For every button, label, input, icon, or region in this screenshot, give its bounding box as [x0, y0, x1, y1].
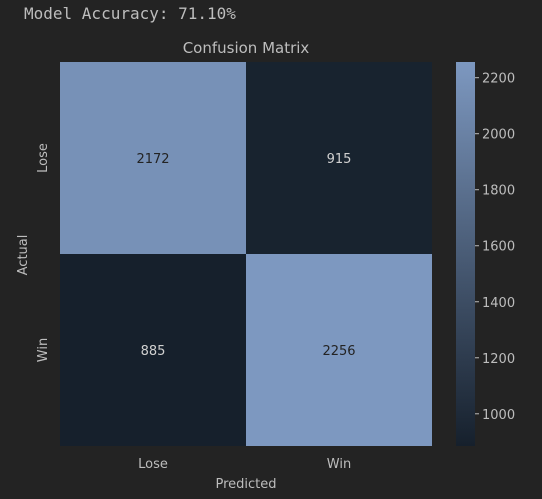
- colorbar-tick-label: 1200: [482, 352, 515, 367]
- heatmap-cell: [246, 254, 432, 446]
- y-tick-label: Lose: [36, 143, 51, 173]
- colorbar-tick-label: 1800: [482, 184, 515, 199]
- colorbar-tick-label: 1600: [482, 240, 515, 255]
- cell-value-label: 885: [141, 344, 166, 359]
- cell-value-label: 2172: [136, 152, 169, 167]
- cell-value-label: 915: [327, 152, 352, 167]
- colorbar-tick-label: 1000: [482, 408, 515, 423]
- heatmap-cell: [246, 62, 432, 254]
- y-tick-labels: Lose Win: [36, 143, 51, 362]
- chart-title: Confusion Matrix: [183, 39, 310, 57]
- x-tick-label: Win: [327, 457, 351, 472]
- cell-value-label: 2256: [322, 344, 355, 359]
- colorbar-tick-label: 2200: [482, 72, 515, 87]
- colorbar-tick-label: 1400: [482, 296, 515, 311]
- x-axis-label: Predicted: [215, 477, 276, 492]
- heatmap-cells: 2172 915 885 2256: [60, 62, 432, 446]
- colorbar-ticks: 1000 1200 1400 1600 1800 2000 2200: [475, 72, 515, 423]
- colorbar-tick-label: 2000: [482, 128, 515, 143]
- heatmap-cell: [60, 62, 246, 254]
- heatmap-cell: [60, 254, 246, 446]
- y-tick-label: Win: [36, 338, 51, 362]
- x-tick-labels: Lose Win: [138, 457, 351, 472]
- y-axis-label: Actual: [16, 235, 31, 276]
- colorbar: [456, 62, 475, 446]
- x-tick-label: Lose: [138, 457, 168, 472]
- model-accuracy-text: Model Accuracy: 71.10%: [24, 4, 236, 23]
